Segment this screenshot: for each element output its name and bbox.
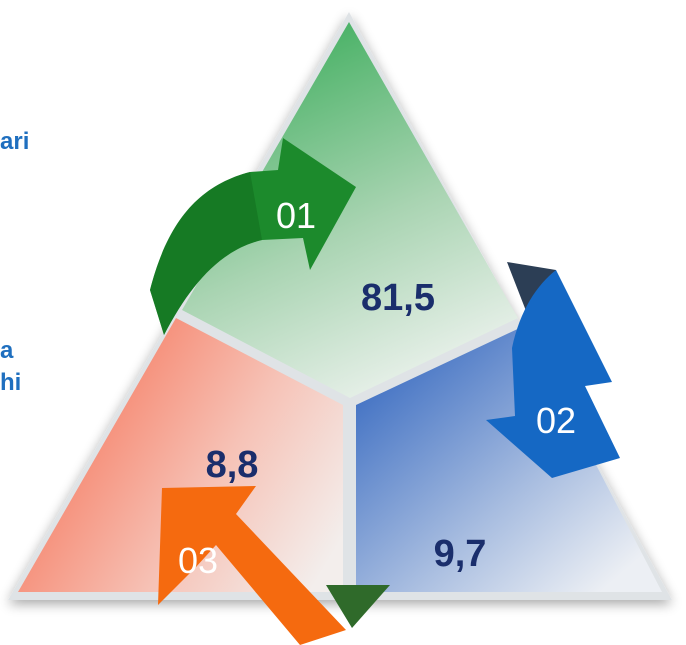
segment-top-value: 81,5	[361, 277, 435, 319]
arrow-shadow-bottom	[326, 585, 390, 628]
arrow-02-number: 02	[536, 400, 576, 441]
arrow-01-shade	[150, 172, 262, 335]
segment-left	[18, 318, 343, 592]
arrow-01-number: 01	[276, 195, 316, 236]
segment-left-value: 8,8	[206, 444, 259, 486]
segment-right-value: 9,7	[434, 533, 487, 575]
segment-right	[356, 326, 662, 592]
segment-top	[182, 22, 518, 398]
arrow-03-orange	[158, 486, 346, 645]
side-label-1: ari	[0, 128, 30, 155]
side-label-2: a	[0, 337, 14, 364]
side-label-3: hi	[0, 369, 22, 396]
arrow-03-number: 03	[178, 540, 218, 581]
arrow-02-blue	[486, 270, 620, 478]
